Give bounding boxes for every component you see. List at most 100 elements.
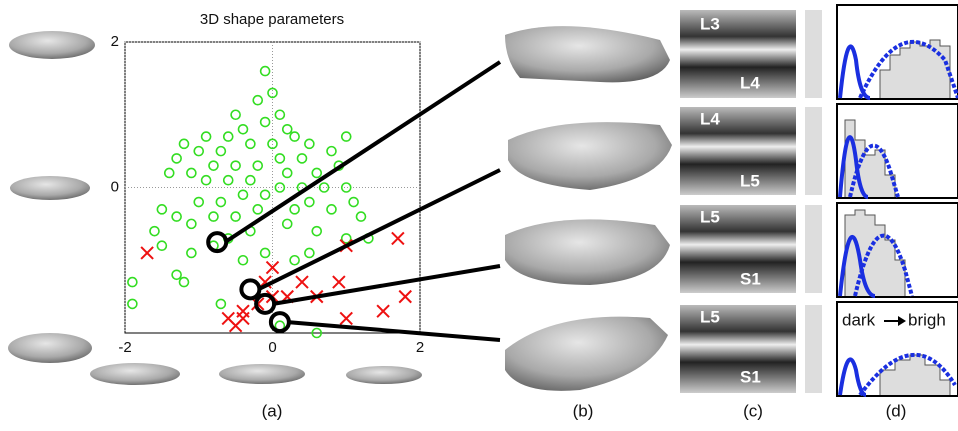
vertebra-label: S1 <box>740 367 761 386</box>
histograms <box>837 5 958 396</box>
point <box>312 168 321 177</box>
point <box>283 125 292 134</box>
point <box>202 132 211 141</box>
vertebra-label: L5 <box>700 307 720 326</box>
point <box>180 278 189 287</box>
scatter-plot: -2 0 2 0 2 <box>111 33 500 356</box>
point <box>342 132 351 141</box>
y-tick-label: 2 <box>111 33 119 50</box>
y-tick-label: 0 <box>111 178 119 195</box>
mri-images <box>680 10 822 393</box>
point <box>305 198 314 207</box>
point <box>261 67 270 76</box>
point <box>224 176 233 185</box>
point <box>180 139 189 148</box>
point <box>340 312 352 324</box>
point <box>312 227 321 236</box>
connector <box>225 62 500 242</box>
point <box>275 183 284 192</box>
panel-label: (c) <box>743 401 763 420</box>
x-tick-label: -2 <box>118 339 131 356</box>
point <box>216 299 225 308</box>
point <box>239 125 248 134</box>
vertebra-label: L5 <box>740 171 760 190</box>
point <box>128 278 137 287</box>
point <box>261 190 270 199</box>
point <box>172 270 181 279</box>
point <box>128 299 137 308</box>
point <box>342 183 351 192</box>
point <box>392 232 404 244</box>
connector <box>273 266 500 304</box>
point <box>290 256 299 265</box>
vertebra-label: S1 <box>740 269 761 288</box>
point <box>231 212 240 221</box>
figure: dark brigh L3 L4 L4 L5 L5 S1 L5 S1 (a) (… <box>0 0 958 431</box>
point <box>157 205 166 214</box>
point <box>275 154 284 163</box>
point <box>150 227 159 236</box>
point <box>275 110 284 119</box>
point <box>290 205 299 214</box>
point <box>165 168 174 177</box>
point <box>216 198 225 207</box>
point <box>141 247 153 259</box>
chart-title: 3D shape parameters <box>200 11 344 28</box>
point <box>209 161 218 170</box>
point <box>224 132 233 141</box>
point <box>187 219 196 228</box>
hist-note: brigh <box>908 310 946 329</box>
point <box>157 241 166 250</box>
shape-images <box>8 31 422 385</box>
panel-label: (a) <box>262 401 283 420</box>
vertebra-label: L4 <box>700 109 720 128</box>
point <box>194 198 203 207</box>
point <box>172 212 181 221</box>
hist-note: dark <box>842 310 876 329</box>
highlight <box>241 280 259 298</box>
point <box>202 176 211 185</box>
point <box>231 110 240 119</box>
point <box>239 190 248 199</box>
x-tick-label: 0 <box>268 339 276 356</box>
vertebra-label: L3 <box>700 14 720 33</box>
point <box>290 132 299 141</box>
point <box>253 161 262 170</box>
point <box>267 262 279 274</box>
point <box>187 248 196 257</box>
point <box>283 219 292 228</box>
point <box>399 291 411 303</box>
point <box>349 198 358 207</box>
panel-label: (d) <box>886 401 907 420</box>
point <box>216 147 225 156</box>
point <box>327 147 336 156</box>
vertebra-label: L4 <box>740 73 760 92</box>
highlight <box>271 313 289 331</box>
point <box>172 154 181 163</box>
point <box>333 276 345 288</box>
point <box>305 139 314 148</box>
point <box>298 154 307 163</box>
point <box>327 205 336 214</box>
point <box>296 276 308 288</box>
point <box>261 248 270 257</box>
point <box>305 248 314 257</box>
point <box>187 168 196 177</box>
point <box>237 305 249 317</box>
disc-renderings <box>505 26 672 391</box>
vertebra-label: L5 <box>700 207 720 226</box>
point <box>357 212 366 221</box>
point <box>246 176 255 185</box>
point <box>209 212 218 221</box>
point <box>253 96 262 105</box>
x-tick-label: 2 <box>416 339 424 356</box>
point <box>253 205 262 214</box>
point <box>283 168 292 177</box>
point <box>231 161 240 170</box>
panel-label: (b) <box>573 401 594 420</box>
point <box>261 118 270 127</box>
point <box>246 139 255 148</box>
point <box>239 256 248 265</box>
point <box>194 147 203 156</box>
point <box>377 305 389 317</box>
